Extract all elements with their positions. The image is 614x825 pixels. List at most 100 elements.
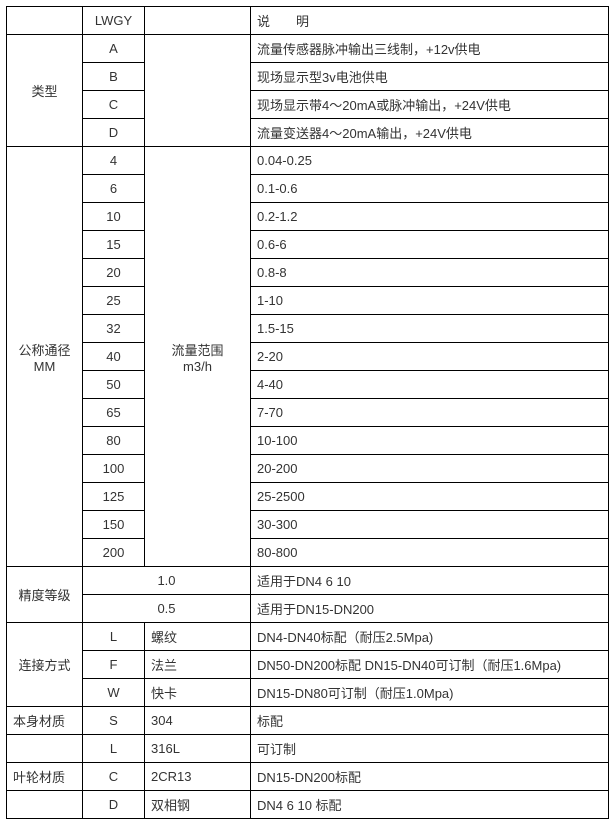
table-row: 精度等级 1.0 适用于DN4 6 10 bbox=[7, 567, 609, 595]
diameter-code: 6 bbox=[83, 175, 145, 203]
body-material-name: 316L bbox=[145, 735, 251, 763]
type-desc: 现场显示型3v电池供电 bbox=[251, 63, 609, 91]
table-row: 150 30-300 bbox=[7, 511, 609, 539]
flow-range-label-2: m3/h bbox=[183, 359, 212, 374]
flow-range-label-1: 流量范围 bbox=[171, 343, 223, 358]
diameter-code: 100 bbox=[83, 455, 145, 483]
section-label-impeller-material: 叶轮材质 bbox=[7, 763, 83, 791]
table-row: 6 0.1-0.6 bbox=[7, 175, 609, 203]
impeller-material-desc: DN15-DN200标配 bbox=[251, 763, 609, 791]
diameter-code: 150 bbox=[83, 511, 145, 539]
section-label-accuracy: 精度等级 bbox=[7, 567, 83, 623]
body-material-desc: 标配 bbox=[251, 707, 609, 735]
connection-code: F bbox=[83, 651, 145, 679]
section-label-body-material: 本身材质 bbox=[7, 707, 83, 735]
type-code: B bbox=[83, 63, 145, 91]
diameter-range: 30-300 bbox=[251, 511, 609, 539]
table-row: F 法兰 DN50-DN200标配 DN15-DN40可订制（耐压1.6Mpa) bbox=[7, 651, 609, 679]
body-material-code: S bbox=[83, 707, 145, 735]
diameter-code: 15 bbox=[83, 231, 145, 259]
table-row: C 现场显示带4～20mA或脉冲输出，+24V供电 bbox=[7, 91, 609, 119]
table-row: 20080-800 bbox=[7, 539, 609, 567]
impeller-material-code: D bbox=[83, 791, 145, 819]
diameter-range: 0.04-0.25 bbox=[251, 147, 609, 175]
table-row: 0.5 适用于DN15-DN200 bbox=[7, 595, 609, 623]
connection-name: 快卡 bbox=[145, 679, 251, 707]
diameter-code: 80 bbox=[83, 427, 145, 455]
blank-cell bbox=[145, 35, 251, 147]
connection-code: W bbox=[83, 679, 145, 707]
table-row: 80 10-100 bbox=[7, 427, 609, 455]
table-row: 321.5-15 bbox=[7, 315, 609, 343]
diameter-code: 10 bbox=[83, 203, 145, 231]
connection-name: 法兰 bbox=[145, 651, 251, 679]
section-label-type: 类型 bbox=[7, 35, 83, 147]
blank-cell bbox=[145, 7, 251, 35]
blank-cell bbox=[7, 735, 83, 763]
diameter-range: 0.8-8 bbox=[251, 259, 609, 287]
table-row: L 316L 可订制 bbox=[7, 735, 609, 763]
diameter-range: 0.2-1.2 bbox=[251, 203, 609, 231]
diameter-range: 7-70 bbox=[251, 399, 609, 427]
diameter-label-2: MM bbox=[34, 359, 56, 374]
header-shuoming: 说 明 bbox=[251, 7, 609, 35]
blank-cell bbox=[7, 791, 83, 819]
table-row: 10 0.2-1.2 bbox=[7, 203, 609, 231]
accuracy-desc: 适用于DN15-DN200 bbox=[251, 595, 609, 623]
diameter-range: 10-100 bbox=[251, 427, 609, 455]
table-row: 连接方式 L 螺纹 DN4-DN40标配（耐压2.5Mpa) bbox=[7, 623, 609, 651]
accuracy-value: 1.0 bbox=[83, 567, 251, 595]
body-material-desc: 可订制 bbox=[251, 735, 609, 763]
spec-table: LWGY 说 明 类型 A 流量传感器脉冲输出三线制，+12v供电 B 现场显示… bbox=[6, 6, 609, 819]
table-row: 65 7-70 bbox=[7, 399, 609, 427]
connection-desc: DN15-DN80可订制（耐压1.0Mpa) bbox=[251, 679, 609, 707]
diameter-range: 0.1-0.6 bbox=[251, 175, 609, 203]
diameter-code: 25 bbox=[83, 287, 145, 315]
table-row: 12525-2500 bbox=[7, 483, 609, 511]
diameter-code: 50 bbox=[83, 371, 145, 399]
diameter-code: 20 bbox=[83, 259, 145, 287]
accuracy-desc: 适用于DN4 6 10 bbox=[251, 567, 609, 595]
diameter-range: 2-20 bbox=[251, 343, 609, 371]
table-row: 150.6-6 bbox=[7, 231, 609, 259]
table-row: D 双相钢 DN4 6 10 标配 bbox=[7, 791, 609, 819]
table-row: 公称通径 MM 4 流量范围 m3/h 0.04-0.25 bbox=[7, 147, 609, 175]
type-desc: 流量变送器4～20mA输出，+24V供电 bbox=[251, 119, 609, 147]
diameter-range: 4-40 bbox=[251, 371, 609, 399]
impeller-material-code: C bbox=[83, 763, 145, 791]
diameter-range: 25-2500 bbox=[251, 483, 609, 511]
type-desc: 流量传感器脉冲输出三线制，+12v供电 bbox=[251, 35, 609, 63]
type-desc: 现场显示带4～20mA或脉冲输出，+24V供电 bbox=[251, 91, 609, 119]
table-row: 本身材质 S 304 标配 bbox=[7, 707, 609, 735]
diameter-range: 80-800 bbox=[251, 539, 609, 567]
table-row: W 快卡 DN15-DN80可订制（耐压1.0Mpa) bbox=[7, 679, 609, 707]
body-material-name: 304 bbox=[145, 707, 251, 735]
section-label-connection: 连接方式 bbox=[7, 623, 83, 707]
diameter-range: 20-200 bbox=[251, 455, 609, 483]
header-lwgy: LWGY bbox=[83, 7, 145, 35]
type-code: D bbox=[83, 119, 145, 147]
table-row: D 流量变送器4～20mA输出，+24V供电 bbox=[7, 119, 609, 147]
impeller-material-desc: DN4 6 10 标配 bbox=[251, 791, 609, 819]
flow-range-label: 流量范围 m3/h bbox=[145, 147, 251, 567]
diameter-code: 40 bbox=[83, 343, 145, 371]
table-row: B 现场显示型3v电池供电 bbox=[7, 63, 609, 91]
body-material-code: L bbox=[83, 735, 145, 763]
table-row: 类型 A 流量传感器脉冲输出三线制，+12v供电 bbox=[7, 35, 609, 63]
table-row: 251-10 bbox=[7, 287, 609, 315]
blank-cell bbox=[7, 7, 83, 35]
accuracy-value: 0.5 bbox=[83, 595, 251, 623]
diameter-range: 1.5-15 bbox=[251, 315, 609, 343]
diameter-code: 65 bbox=[83, 399, 145, 427]
diameter-code: 4 bbox=[83, 147, 145, 175]
table-row: LWGY 说 明 bbox=[7, 7, 609, 35]
section-label-diameter: 公称通径 MM bbox=[7, 147, 83, 567]
type-code: A bbox=[83, 35, 145, 63]
connection-code: L bbox=[83, 623, 145, 651]
connection-desc: DN4-DN40标配（耐压2.5Mpa) bbox=[251, 623, 609, 651]
connection-desc: DN50-DN200标配 DN15-DN40可订制（耐压1.6Mpa) bbox=[251, 651, 609, 679]
impeller-material-name: 双相钢 bbox=[145, 791, 251, 819]
impeller-material-name: 2CR13 bbox=[145, 763, 251, 791]
table-row: 100 20-200 bbox=[7, 455, 609, 483]
table-row: 40 2-20 bbox=[7, 343, 609, 371]
